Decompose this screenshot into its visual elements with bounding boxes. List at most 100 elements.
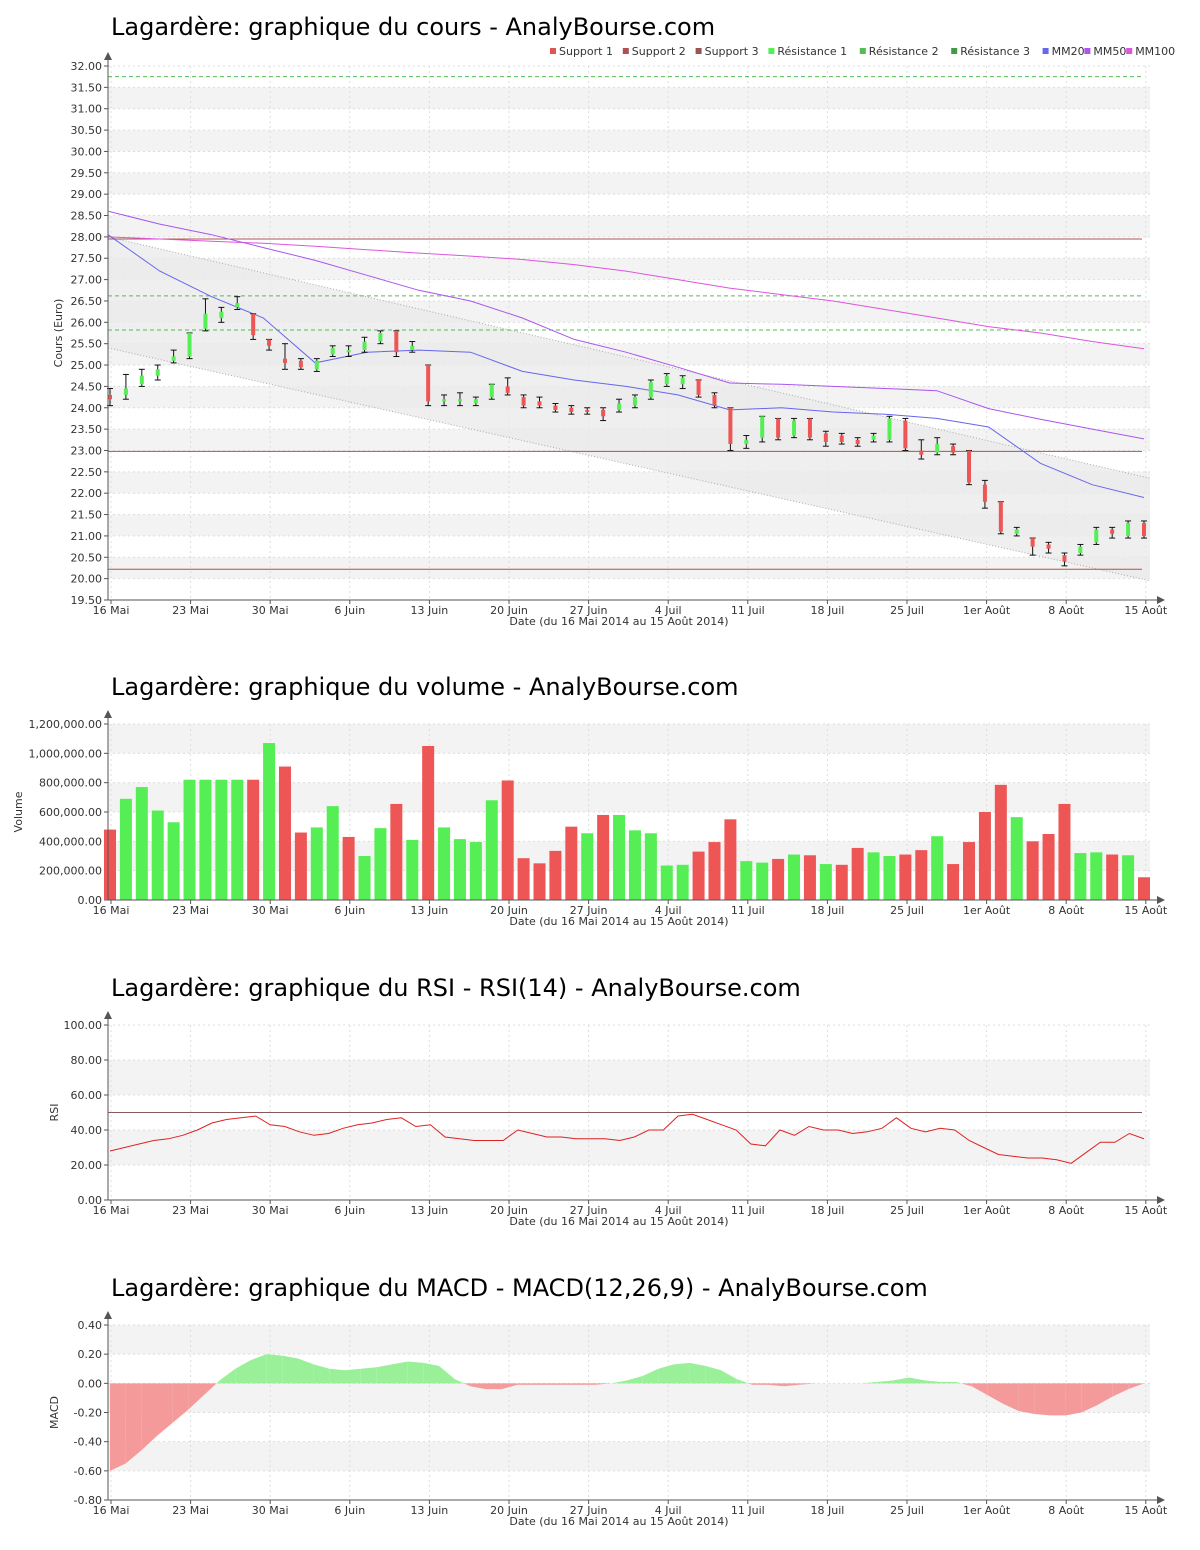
y-tick-label: 26.00 xyxy=(71,316,103,329)
y-tick-label: 30.00 xyxy=(71,145,103,158)
mm50-line xyxy=(107,210,1145,440)
volume-bar xyxy=(517,858,530,900)
volume-bar xyxy=(740,861,753,900)
macd-area xyxy=(940,1381,956,1384)
y-axis-arrow xyxy=(104,1311,112,1319)
candle-body xyxy=(1094,529,1099,543)
y-tick-label: 20.00 xyxy=(71,1159,103,1172)
y-tick-label: -0.80 xyxy=(74,1494,102,1507)
x-tick-label: 1er Août xyxy=(963,1504,1011,1517)
y-tick-label: -0.40 xyxy=(74,1436,102,1449)
legend-label: MM50 xyxy=(1093,45,1126,58)
y-tick-label: 29.50 xyxy=(71,167,103,180)
candle-body xyxy=(521,397,526,406)
candle-body xyxy=(951,446,956,453)
x-tick-label: 25 Juil xyxy=(890,1204,924,1217)
volume-bar xyxy=(756,862,769,900)
candle-body xyxy=(1030,538,1035,547)
plot-band xyxy=(108,724,1150,754)
y-tick-label: 26.50 xyxy=(71,295,103,308)
plot-band xyxy=(108,130,1150,152)
macd-area xyxy=(251,1354,267,1384)
candle-body xyxy=(346,350,351,353)
channel-upper-line xyxy=(107,236,1151,479)
x-tick-label: 18 Juil xyxy=(810,604,844,617)
y-tick-label: 0.20 xyxy=(78,1348,103,1361)
macd-area xyxy=(501,1383,518,1390)
plot-band xyxy=(108,258,1150,280)
macd-area xyxy=(971,1383,988,1395)
mm100-line xyxy=(107,236,1145,350)
legend-label: Support 1 xyxy=(559,45,613,58)
candle-body xyxy=(792,420,797,436)
y-axis-label: Cours (Euro) xyxy=(52,299,65,368)
candle-body xyxy=(267,339,272,346)
candle-body xyxy=(712,394,717,406)
x-tick-label: 27 Juin xyxy=(570,904,608,917)
x-tick-label: 6 Juin xyxy=(334,904,365,917)
candle-body xyxy=(569,407,574,413)
x-tick-label: 16 Mai xyxy=(93,1204,130,1217)
candle-body xyxy=(1078,546,1083,554)
y-tick-label: 0.00 xyxy=(78,894,103,907)
y-axis-label: RSI xyxy=(48,1104,61,1122)
macd-area xyxy=(548,1383,565,1385)
channel-lower-line xyxy=(107,347,1151,582)
legend-label: MM100 xyxy=(1135,45,1175,58)
candle-body xyxy=(330,347,335,355)
volume-bar xyxy=(183,779,196,900)
x-tick-label: 11 Juil xyxy=(731,604,765,617)
x-tick-label: 4 Juil xyxy=(655,604,682,617)
candle-body xyxy=(823,433,828,442)
macd-area xyxy=(360,1367,377,1384)
x-axis-label: Date (du 16 Mai 2014 au 15 Août 2014) xyxy=(509,1515,728,1528)
y-tick-label: 0.00 xyxy=(78,1377,103,1390)
x-tick-label: 15 Août xyxy=(1124,904,1168,917)
x-tick-label: 27 Juin xyxy=(570,604,608,617)
candle-body xyxy=(108,394,112,400)
x-tick-label: 8 Août xyxy=(1048,1504,1085,1517)
macd-area xyxy=(439,1365,455,1384)
macd-panel: -0.80 -0.60 -0.40 -0.20 0.00 0.20 0.40 MACD 16 M… xyxy=(48,1311,1168,1528)
macd-chart-title: Lagardère: graphique du MACD - MACD(12,2… xyxy=(111,1274,928,1302)
x-tick-label: 25 Juil xyxy=(890,604,924,617)
candle-body xyxy=(298,360,303,368)
legend-label: Résistance 2 xyxy=(869,45,939,58)
macd-area xyxy=(564,1383,580,1385)
volume-bar xyxy=(899,854,912,900)
y-tick-label: 31.00 xyxy=(71,103,103,116)
candle-body xyxy=(696,379,701,395)
volume-bar xyxy=(660,865,673,900)
candle-body xyxy=(123,388,128,395)
plot-band xyxy=(108,1060,1150,1095)
macd-area xyxy=(1128,1383,1144,1390)
volume-bar xyxy=(1138,877,1150,900)
x-tick-label: 15 Août xyxy=(1124,604,1168,617)
volume-bar xyxy=(978,812,991,900)
macd-area xyxy=(282,1355,298,1384)
x-tick-label: 4 Juil xyxy=(655,1204,682,1217)
x-tick-label: 4 Juil xyxy=(655,1504,682,1517)
x-tick-label: 6 Juin xyxy=(334,604,365,617)
volume-bar xyxy=(947,864,960,900)
legend-label: Support 2 xyxy=(632,45,686,58)
legend-swatch xyxy=(1042,48,1049,54)
macd-area xyxy=(956,1381,962,1384)
rsi-chart-title: Lagardère: graphique du RSI - RSI(14) - … xyxy=(111,974,801,1002)
candle-body xyxy=(632,397,637,406)
y-axis-arrow xyxy=(104,710,112,718)
volume-bar xyxy=(167,822,180,900)
macd-area xyxy=(893,1377,909,1384)
x-tick-label: 13 Juin xyxy=(411,604,449,617)
macd-area xyxy=(376,1364,392,1384)
volume-bar xyxy=(915,850,928,900)
candle-body xyxy=(903,420,908,449)
x-tick-label: 6 Juin xyxy=(334,1204,365,1217)
candle-body xyxy=(982,484,987,502)
legend-swatch xyxy=(622,48,629,54)
y-tick-label: 600,000.00 xyxy=(39,806,102,819)
plot-band xyxy=(108,172,1150,195)
macd-area xyxy=(329,1368,345,1384)
y-tick-label: 21.00 xyxy=(71,530,103,543)
y-axis-arrow xyxy=(104,52,112,60)
